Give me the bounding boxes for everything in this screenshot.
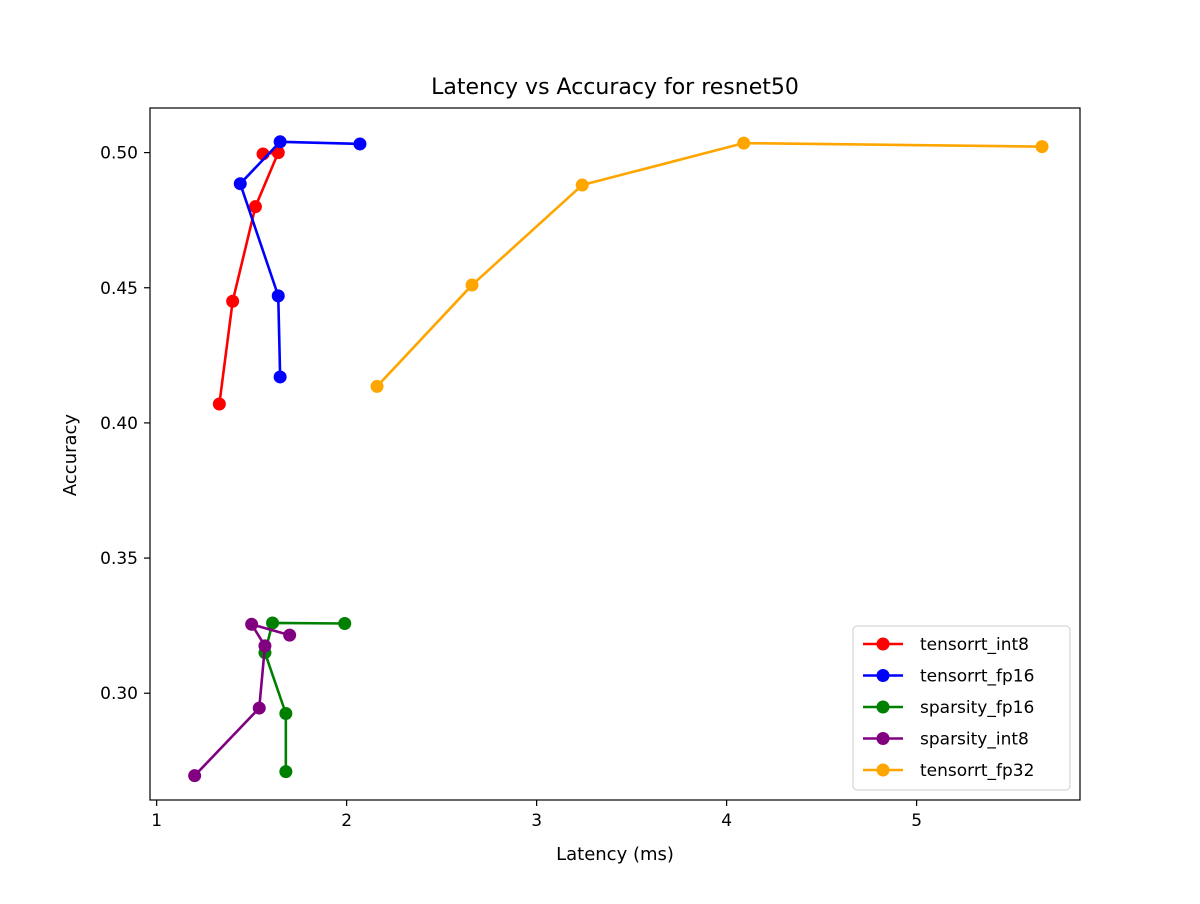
x-tick-label: 3 — [531, 811, 542, 831]
axes: 1 2 3 4 5 0.30 0.35 0.40 0.45 0.50 — [100, 107, 1081, 831]
legend-item-tensorrt_fp16: tensorrt_fp16 — [863, 667, 1034, 687]
data-point-tensorrt_int8-2 — [248, 200, 262, 214]
series-sparsity_int8 — [188, 617, 297, 783]
data-point-tensorrt_fp32-1 — [465, 278, 479, 292]
legend-marker-tensorrt_fp16 — [876, 669, 890, 682]
data-point-tensorrt_fp16-4 — [353, 137, 367, 151]
legend-label-sparsity_fp16: sparsity_fp16 — [920, 698, 1034, 718]
x-axis-label: Latency (ms) — [556, 844, 674, 865]
legend-item-tensorrt_fp32: tensorrt_fp32 — [863, 761, 1034, 781]
data-point-sparsity_fp16-3 — [266, 616, 280, 630]
legend-label-tensorrt_fp32: tensorrt_fp32 — [920, 761, 1034, 781]
data-point-tensorrt_int8-1 — [226, 294, 240, 308]
y-tick-label: 0.45 — [100, 279, 138, 299]
data-point-tensorrt_fp32-0 — [370, 379, 384, 393]
legend-item-tensorrt_int8: tensorrt_int8 — [863, 635, 1029, 655]
data-point-sparsity_fp16-4 — [338, 616, 352, 630]
data-point-tensorrt_fp32-3 — [737, 136, 751, 150]
data-point-tensorrt_fp32-4 — [1035, 140, 1049, 154]
data-point-tensorrt_fp16-0 — [273, 370, 287, 384]
series-tensorrt_fp16 — [233, 135, 367, 384]
plot-area — [188, 135, 1049, 783]
legend-label-sparsity_int8: sparsity_int8 — [920, 730, 1029, 750]
x-tick-label: 4 — [721, 811, 732, 831]
legend-box — [852, 625, 1071, 791]
legend-label-tensorrt_fp16: tensorrt_fp16 — [920, 667, 1034, 687]
legend-marker-sparsity_fp16 — [876, 700, 890, 714]
legend-marker-tensorrt_int8 — [876, 637, 890, 651]
data-point-tensorrt_int8-0 — [212, 397, 226, 411]
data-point-tensorrt_int8-3 — [271, 146, 285, 160]
y-tick-label: 0.35 — [100, 549, 138, 569]
data-point-sparsity_fp16-1 — [279, 707, 293, 720]
plot-frame — [149, 107, 1081, 801]
data-point-tensorrt_fp16-1 — [271, 289, 285, 303]
legend: tensorrt_int8 tensorrt_fp16 sparsity_fp16s… — [852, 625, 1071, 791]
chart-title: Latency vs Accuracy for resnet50 — [431, 75, 799, 100]
data-point-sparsity_int8-1 — [252, 701, 266, 715]
data-point-tensorrt_fp32-2 — [575, 178, 589, 192]
data-point-sparsity_int8-4 — [283, 628, 297, 642]
data-point-sparsity_fp16-0 — [279, 765, 293, 779]
data-point-sparsity_int8-3 — [245, 617, 259, 631]
y-tick-label: 0.40 — [100, 414, 138, 434]
data-point-sparsity_int8-2 — [258, 639, 272, 653]
data-point-tensorrt_fp16-3 — [273, 135, 287, 149]
y-tick-label: 0.50 — [100, 144, 138, 164]
y-axis-label: Accuracy — [60, 414, 81, 497]
series-tensorrt_int8 — [212, 146, 285, 411]
legend-marker-sparsity_int8 — [876, 732, 890, 745]
data-point-tensorrt_fp16-2 — [233, 177, 247, 191]
legend-item-sparsity_fp16: sparsity_fp16 — [863, 698, 1034, 718]
x-tick-label: 2 — [341, 811, 352, 831]
legend-marker-tensorrt_fp32 — [876, 763, 890, 777]
series-tensorrt_fp32 — [370, 136, 1049, 393]
data-point-sparsity_int8-0 — [188, 769, 202, 783]
legend-label-tensorrt_int8: tensorrt_int8 — [920, 635, 1029, 655]
x-tick-label: 5 — [911, 811, 922, 831]
legend-item-sparsity_int8: sparsity_int8 — [863, 730, 1029, 750]
y-tick-label: 0.30 — [100, 684, 138, 704]
x-tick-label: 1 — [151, 811, 162, 831]
